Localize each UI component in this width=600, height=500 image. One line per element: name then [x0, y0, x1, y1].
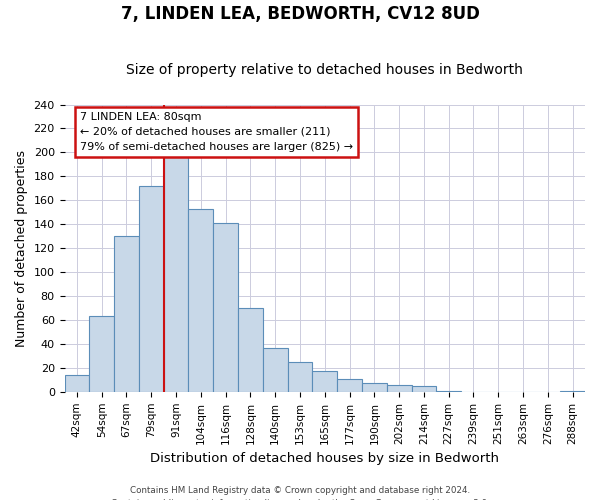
Bar: [263, 348, 287, 392]
Bar: [188, 208, 213, 392]
Text: Contains public sector information licensed under the Open Government Licence v3: Contains public sector information licen…: [110, 498, 490, 500]
Bar: [139, 186, 164, 392]
Bar: [65, 375, 89, 392]
Bar: [337, 378, 362, 392]
Bar: [412, 386, 436, 392]
Bar: [387, 384, 412, 392]
Bar: [362, 384, 387, 392]
Y-axis label: Number of detached properties: Number of detached properties: [15, 150, 28, 346]
Bar: [238, 308, 263, 392]
Bar: [560, 390, 585, 392]
Text: 7, LINDEN LEA, BEDWORTH, CV12 8UD: 7, LINDEN LEA, BEDWORTH, CV12 8UD: [121, 5, 479, 23]
Bar: [164, 152, 188, 392]
Bar: [313, 372, 337, 392]
X-axis label: Distribution of detached houses by size in Bedworth: Distribution of detached houses by size …: [150, 452, 499, 465]
Text: 7 LINDEN LEA: 80sqm
← 20% of detached houses are smaller (211)
79% of semi-detac: 7 LINDEN LEA: 80sqm ← 20% of detached ho…: [80, 112, 353, 152]
Bar: [89, 316, 114, 392]
Bar: [114, 236, 139, 392]
Text: Contains HM Land Registry data © Crown copyright and database right 2024.: Contains HM Land Registry data © Crown c…: [130, 486, 470, 495]
Bar: [436, 390, 461, 392]
Title: Size of property relative to detached houses in Bedworth: Size of property relative to detached ho…: [127, 63, 523, 77]
Bar: [213, 223, 238, 392]
Bar: [287, 362, 313, 392]
